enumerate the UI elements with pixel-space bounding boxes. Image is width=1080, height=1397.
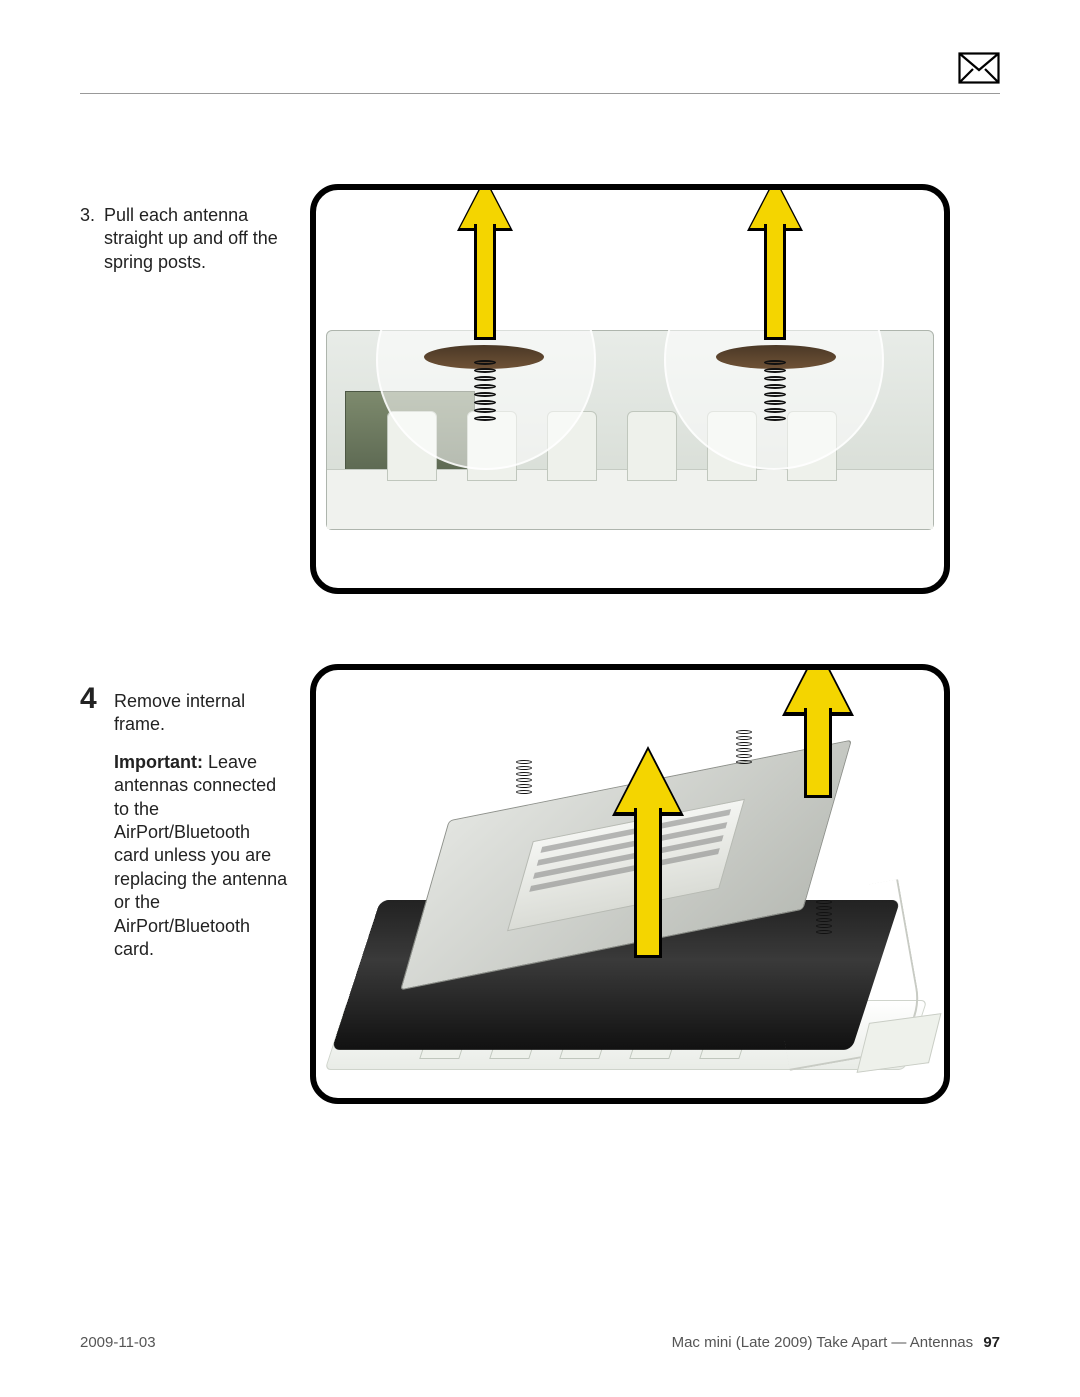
step-4-important: Important: Leave antennas connected to t… <box>114 751 290 962</box>
fig1-arrow-left <box>460 184 510 350</box>
mail-icon[interactable] <box>958 52 1000 84</box>
page: 3. Pull each antenna straight up and off… <box>0 0 1080 1397</box>
fig1-tooth <box>627 411 677 481</box>
step-3-row: 3. Pull each antenna straight up and off… <box>80 184 1000 594</box>
fig2-spring <box>736 730 752 774</box>
footer-doc: Mac mini (Late 2009) Take Apart — Antenn… <box>672 1334 1000 1351</box>
content-area: 3. Pull each antenna straight up and off… <box>80 184 1000 1104</box>
figure-1-panel <box>310 184 950 594</box>
step-3-text: Pull each antenna straight up and off th… <box>104 204 290 274</box>
step-4-number: 4 <box>80 684 114 961</box>
step-4-row: 4 Remove internal frame. Important: Leav… <box>80 664 1000 1104</box>
fig1-arrow-right <box>750 184 800 350</box>
page-header <box>80 50 1000 94</box>
figure-2-panel <box>310 664 950 1104</box>
step-3-number: 3. <box>80 204 104 274</box>
step-4-figure-col <box>310 664 1000 1104</box>
step-3-text-col: 3. Pull each antenna straight up and off… <box>80 184 310 274</box>
fig1-spring-post-right <box>762 360 788 432</box>
page-footer: 2009-11-03 Mac mini (Late 2009) Take Apa… <box>80 1334 1000 1351</box>
footer-date: 2009-11-03 <box>80 1334 156 1351</box>
fig2-antenna-pad <box>857 1013 942 1073</box>
important-text: Leave antennas connected to the AirPort/… <box>114 752 287 959</box>
fig2-spring <box>516 760 532 804</box>
important-label: Important: <box>114 752 203 772</box>
footer-page-number: 97 <box>983 1334 1000 1351</box>
fig1-spring-post-left <box>472 360 498 432</box>
step-4-text-col: 4 Remove internal frame. Important: Leav… <box>80 664 310 961</box>
step-4-title: Remove internal frame. <box>114 690 290 737</box>
step-3-figure-col <box>310 184 1000 594</box>
